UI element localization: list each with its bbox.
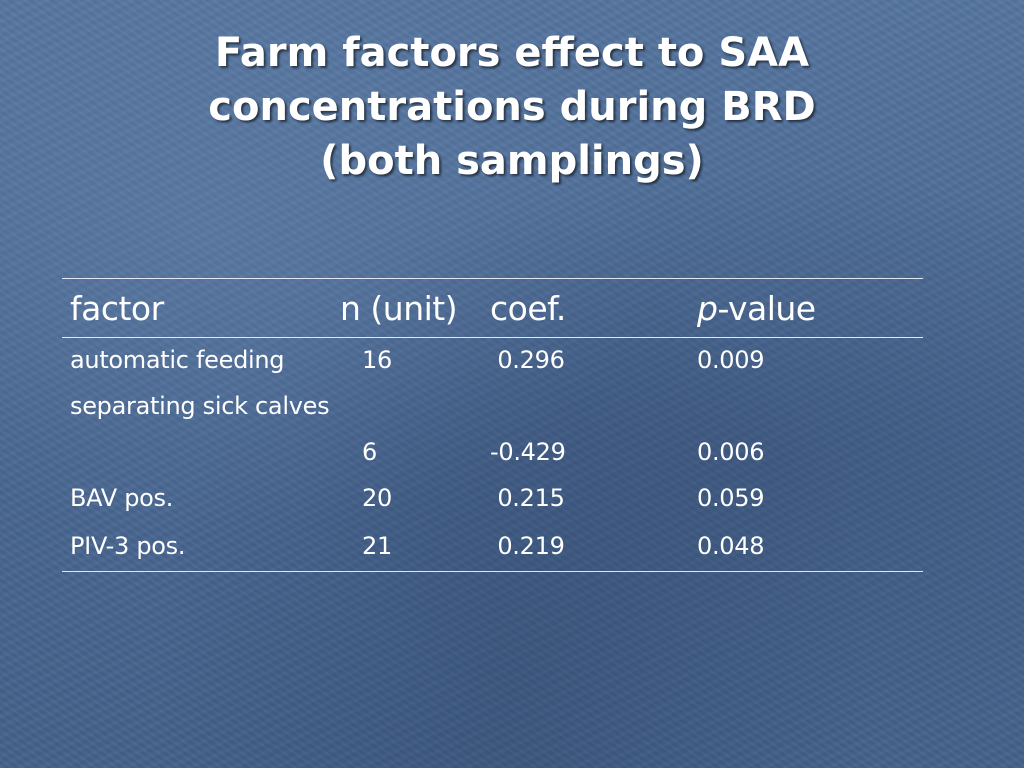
cell-n: 6 — [362, 437, 377, 466]
cell-factor: automatic feeding — [70, 346, 285, 374]
table-row: separating sick calves 6 -0.429 0.006 — [62, 384, 923, 478]
cell-n: 21 — [332, 525, 482, 572]
table-header-row: factor n (unit) coef. p-value — [62, 278, 923, 338]
cell-factor: separating sick calves — [70, 391, 330, 420]
factors-table: factor n (unit) coef. p-value automatic … — [62, 278, 923, 572]
header-p-italic: p — [697, 288, 718, 328]
header-coef: coef. — [482, 278, 689, 338]
cell-n: 20 — [362, 483, 392, 512]
header-p-rest: -value — [717, 288, 816, 328]
header-p-value: p-value — [689, 278, 923, 338]
cell-coef: 0.296 — [490, 346, 565, 374]
cell-p-value: 0.006 — [697, 437, 765, 466]
title-line-1: Farm factors effect to SAA — [214, 30, 810, 76]
cell-coef: 0.219 — [482, 525, 689, 572]
header-n: n (unit) — [332, 278, 482, 338]
title-line-3: (both samplings) — [320, 138, 704, 184]
header-factor: factor — [62, 278, 332, 338]
table-row: BAV pos. 20 0.215 0.059 — [62, 478, 923, 526]
cell-coef: 0.215 — [490, 483, 565, 512]
slide-title: Farm factors effect to SAA concentration… — [0, 26, 1024, 188]
cell-n: 16 — [362, 346, 392, 374]
table-row: automatic feeding 16 0.296 0.009 — [62, 338, 923, 384]
cell-p-value: 0.048 — [689, 525, 923, 572]
cell-p-value: 0.009 — [697, 346, 765, 374]
cell-p-value: 0.059 — [697, 483, 765, 512]
cell-factor: PIV-3 pos. — [62, 525, 332, 572]
table-row: PIV-3 pos. 21 0.219 0.048 — [62, 525, 923, 572]
title-line-2: concentrations during BRD — [208, 84, 816, 130]
cell-coef: -0.429 — [490, 437, 566, 466]
cell-factor: BAV pos. — [70, 483, 174, 512]
